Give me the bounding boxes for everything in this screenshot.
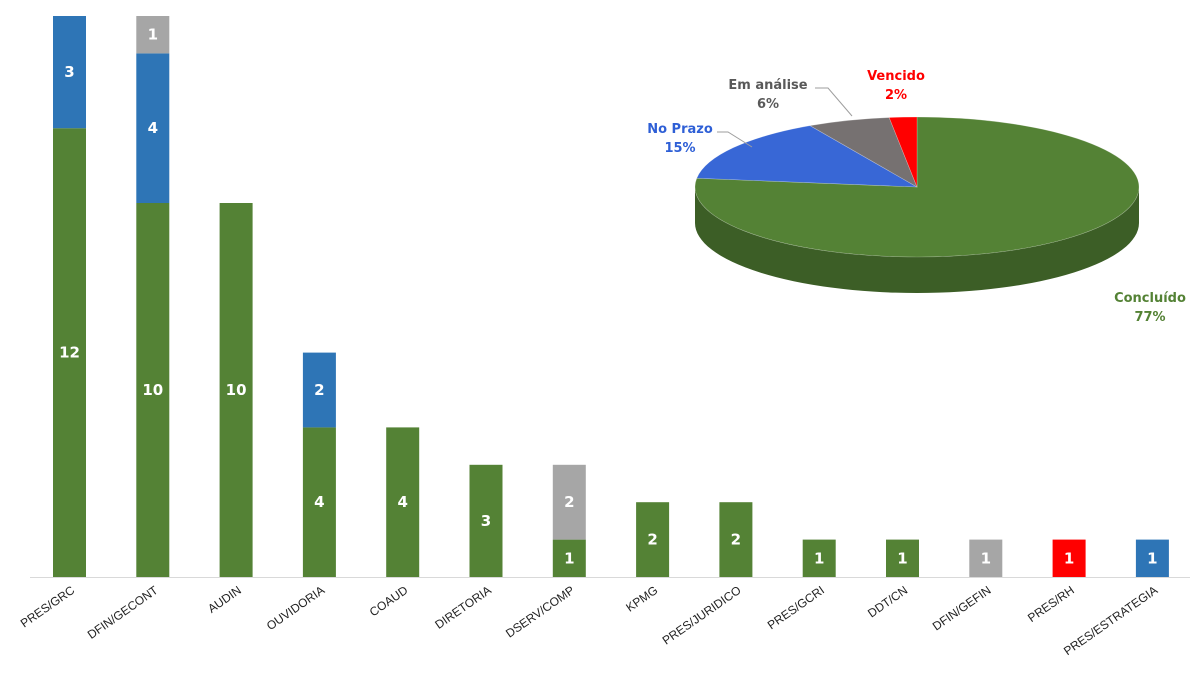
bar-segment-pres-juridico-s1 <box>719 502 753 577</box>
bar-value-label: 10 <box>142 381 163 399</box>
x-tick-label: KPMG <box>623 583 660 615</box>
pie-percent-no-prazo: 15% <box>664 141 695 156</box>
pie-leader-line <box>717 131 753 148</box>
bar-value-label: 4 <box>314 493 324 511</box>
bar-segment-kpmg-s1 <box>636 502 670 577</box>
bar-segment-pres-rh-s4 <box>1052 539 1086 577</box>
bar-value-label: 1 <box>897 549 907 567</box>
bar-value-label: 12 <box>59 344 80 362</box>
bar-segment-diretoria-s1 <box>469 464 503 577</box>
bar-value-label: 3 <box>64 63 74 81</box>
bar-segment-pres-grc-s2 <box>53 16 86 129</box>
x-tick-label: DFIN/GECONT <box>85 583 161 642</box>
pie-slice-no-prazo <box>696 125 918 188</box>
bar-value-label: 1 <box>564 549 574 567</box>
pie-percent-concluido: 77% <box>1134 310 1165 325</box>
bar-segment-dfin-gecont-s1 <box>136 203 170 577</box>
bar-segment-ddt-cn-s1 <box>886 539 919 577</box>
bar-segment-ouvidoria-s1 <box>302 427 336 577</box>
x-tick-label: DFIN/GEFIN <box>930 583 994 633</box>
bar-value-label: 1 <box>1064 549 1074 567</box>
bar-value-label: 2 <box>314 381 324 399</box>
bar-segment-coaud-s1 <box>386 427 420 577</box>
bar-segment-dserv-comp-s3 <box>552 464 586 540</box>
pie-side-concluido <box>695 187 1139 293</box>
pie-label-vencido: Vencido <box>867 69 925 84</box>
pie-label-em-analise: Em análise <box>728 78 807 93</box>
bar-value-label: 1 <box>148 26 158 44</box>
bar-value-label: 1 <box>814 549 824 567</box>
bar-segment-pres-gcri-s1 <box>802 539 836 577</box>
bar-value-label: 1 <box>1147 549 1157 567</box>
x-tick-label: COAUD <box>367 583 411 620</box>
stacked-bar-chart: 123PRES/GRC1041DFIN/GECONT10AUDIN42OUVID… <box>18 16 1190 658</box>
bar-segment-pres-estrategia-s2 <box>1135 539 1169 577</box>
bar-segment-pres-grc-s1 <box>53 128 86 577</box>
bar-segment-audin-s1 <box>219 203 253 577</box>
x-tick-label: DSERV/COMP <box>503 583 577 641</box>
bar-value-label: 2 <box>647 531 657 549</box>
bar-segment-dfin-gefin-s3 <box>969 539 1003 577</box>
pie-slice-em-analise <box>809 117 918 188</box>
pie-leader-line <box>815 87 853 117</box>
bar-value-label: 4 <box>148 119 158 137</box>
bar-segment-dserv-comp-s1 <box>552 539 586 577</box>
bar-value-label: 2 <box>731 531 741 549</box>
pie-slice-vencido <box>888 116 918 188</box>
x-tick-label: PRES/RH <box>1025 583 1077 625</box>
pie-slice-concluido <box>694 116 1140 258</box>
pie-percent-vencido: 2% <box>885 88 907 103</box>
bar-value-label: 10 <box>226 381 247 399</box>
x-tick-label: DIRETORIA <box>432 583 493 632</box>
bar-value-label: 1 <box>981 549 991 567</box>
x-tick-label: PRES/GRC <box>18 583 78 631</box>
x-tick-label: PRES/JURIDICO <box>660 583 744 648</box>
pie-label-concluido: Concluído <box>1114 291 1186 306</box>
bar-segment-ouvidoria-s2 <box>302 352 336 428</box>
x-tick-label: AUDIN <box>205 583 244 616</box>
pie-percent-em-analise: 6% <box>757 97 779 112</box>
bar-value-label: 3 <box>481 512 491 530</box>
bar-segment-dfin-gecont-s3 <box>136 16 170 54</box>
x-tick-label: PRES/GCRI <box>765 583 827 632</box>
pie-label-no-prazo: No Prazo <box>647 122 713 137</box>
x-tick-label: OUVIDORIA <box>264 583 327 633</box>
bar-value-label: 4 <box>397 493 407 511</box>
bar-segment-dfin-gecont-s2 <box>136 53 170 204</box>
pie-chart: Concluído 77% No Prazo 15% Em análise 6% Venci… <box>647 69 1186 325</box>
x-tick-label: DDT/CN <box>865 583 910 620</box>
bar-value-label: 2 <box>564 493 574 511</box>
